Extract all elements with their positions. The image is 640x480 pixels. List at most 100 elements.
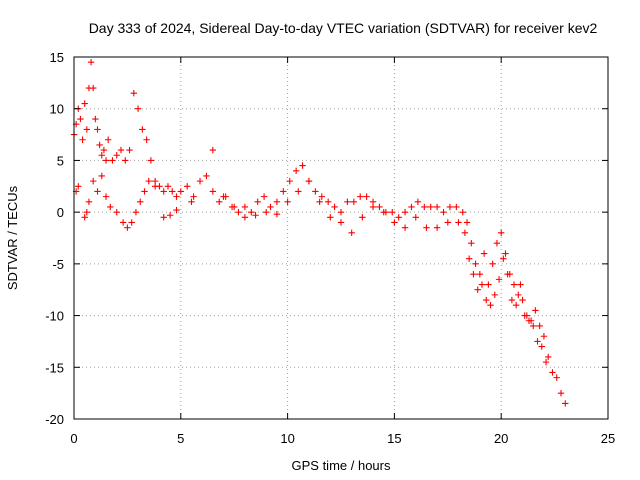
data-point (433, 224, 441, 231)
data-point (515, 291, 522, 299)
data-point (423, 224, 430, 231)
data-point (130, 90, 138, 97)
data-point (344, 198, 351, 205)
data-point (495, 276, 503, 283)
x-tick-label: 25 (601, 431, 615, 446)
data-point (134, 105, 142, 112)
data-point (489, 260, 496, 268)
data-point (286, 177, 293, 185)
data-point (122, 157, 129, 164)
data-point (241, 214, 249, 221)
data-point (491, 291, 498, 299)
data-point (299, 162, 306, 169)
data-point (216, 198, 223, 205)
plot-frame (73, 56, 609, 420)
data-point (160, 214, 167, 221)
data-point (81, 100, 88, 107)
data-point (92, 115, 99, 123)
data-point (173, 206, 180, 214)
data-point (380, 208, 387, 216)
data-point (553, 374, 560, 381)
data-point (254, 198, 261, 205)
data-point (472, 260, 479, 268)
x-tick-label: 10 (280, 431, 294, 446)
data-point (480, 250, 488, 257)
data-point (453, 203, 460, 211)
axis-ticks: 0 5 10 15 20 25 -20 -15 -10 -5 0 5 10 15 (45, 50, 615, 446)
data-point (498, 229, 505, 237)
data-point (544, 353, 552, 361)
data-point (395, 214, 402, 221)
y-tick-label: -15 (45, 360, 64, 375)
data-point (98, 152, 105, 159)
data-point (164, 183, 172, 190)
data-point (468, 239, 475, 247)
data-point (534, 338, 541, 345)
data-point (169, 188, 176, 195)
data-point (331, 203, 338, 211)
data-point (318, 193, 325, 200)
data-point (357, 193, 364, 200)
data-point (391, 219, 398, 226)
data-point (160, 188, 167, 195)
data-point (263, 208, 270, 216)
y-tick-label: 10 (50, 102, 64, 117)
data-point (267, 203, 274, 211)
data-point (348, 229, 355, 237)
x-tick-label: 5 (177, 431, 184, 446)
data-point (500, 255, 507, 262)
data-point (113, 152, 120, 159)
data-point (209, 188, 217, 195)
data-point (525, 317, 533, 324)
data-point (327, 214, 334, 221)
x-axis-label: GPS time / hours (292, 458, 391, 473)
data-point (444, 219, 451, 226)
data-point (337, 219, 345, 226)
data-point (252, 212, 259, 219)
data-point (85, 198, 93, 205)
data-point (141, 188, 148, 195)
data-point (231, 203, 238, 211)
data-point (470, 271, 477, 278)
data-point (487, 302, 494, 309)
data-point (363, 193, 370, 200)
y-tick-label: 5 (57, 153, 64, 168)
data-point (292, 167, 300, 174)
data-point (126, 146, 133, 154)
y-tick-label: -5 (52, 257, 64, 272)
data-point (151, 183, 159, 190)
data-point (510, 281, 518, 288)
x-tick-label: 15 (387, 431, 401, 446)
data-point (81, 214, 88, 221)
data-point (350, 198, 358, 205)
data-point (557, 389, 565, 397)
data-point (359, 214, 366, 221)
data-point (401, 224, 409, 231)
data-point (401, 208, 409, 216)
data-point (312, 188, 319, 195)
data-point (376, 203, 383, 211)
data-point (459, 208, 466, 216)
data-point (79, 136, 86, 143)
data-point (119, 219, 127, 226)
data-point (75, 183, 82, 190)
data-point (235, 208, 242, 216)
data-point (540, 333, 548, 340)
data-point (196, 177, 204, 185)
data-point (104, 136, 112, 143)
data-point (241, 203, 249, 211)
data-point (536, 322, 543, 330)
y-tick-label: -10 (45, 309, 64, 324)
data-point (124, 224, 131, 231)
data-point (209, 146, 217, 154)
data-point (508, 296, 516, 304)
data-point (476, 271, 484, 278)
data-point (504, 271, 511, 278)
data-point (102, 193, 110, 200)
data-point (478, 281, 486, 288)
data-point (177, 188, 184, 195)
data-point (324, 198, 332, 205)
data-point (455, 219, 462, 226)
y-tick-label: 15 (50, 50, 64, 65)
